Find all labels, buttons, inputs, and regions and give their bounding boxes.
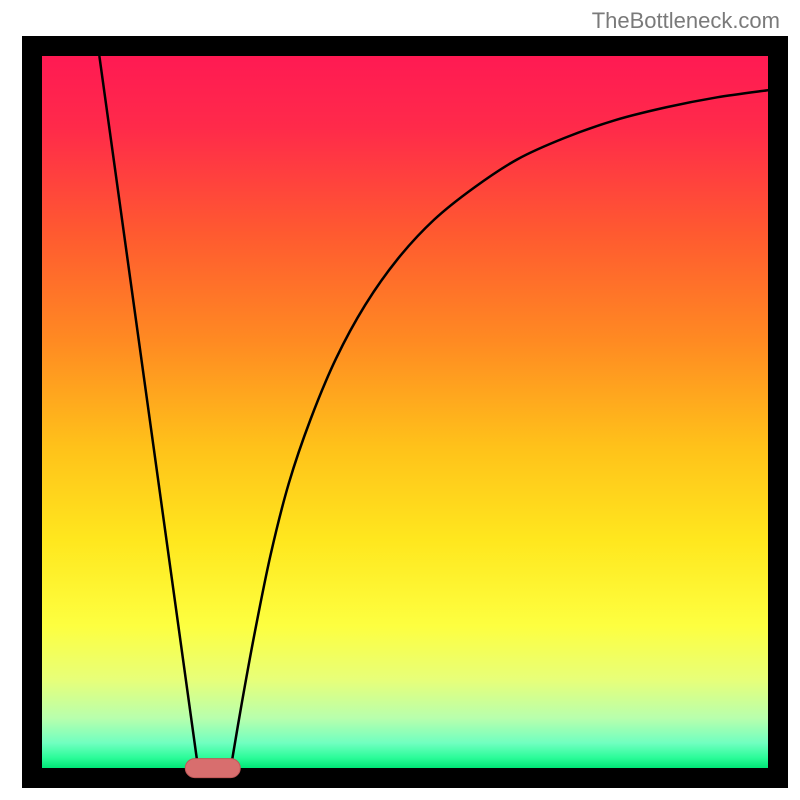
plot-area	[42, 56, 768, 768]
curve-left-line	[99, 56, 198, 768]
optimal-point-marker	[184, 758, 240, 778]
chart-container: TheBottleneck.com	[0, 0, 800, 800]
curve-right	[231, 90, 768, 768]
chart-curves	[42, 56, 768, 768]
watermark-text: TheBottleneck.com	[592, 8, 780, 34]
